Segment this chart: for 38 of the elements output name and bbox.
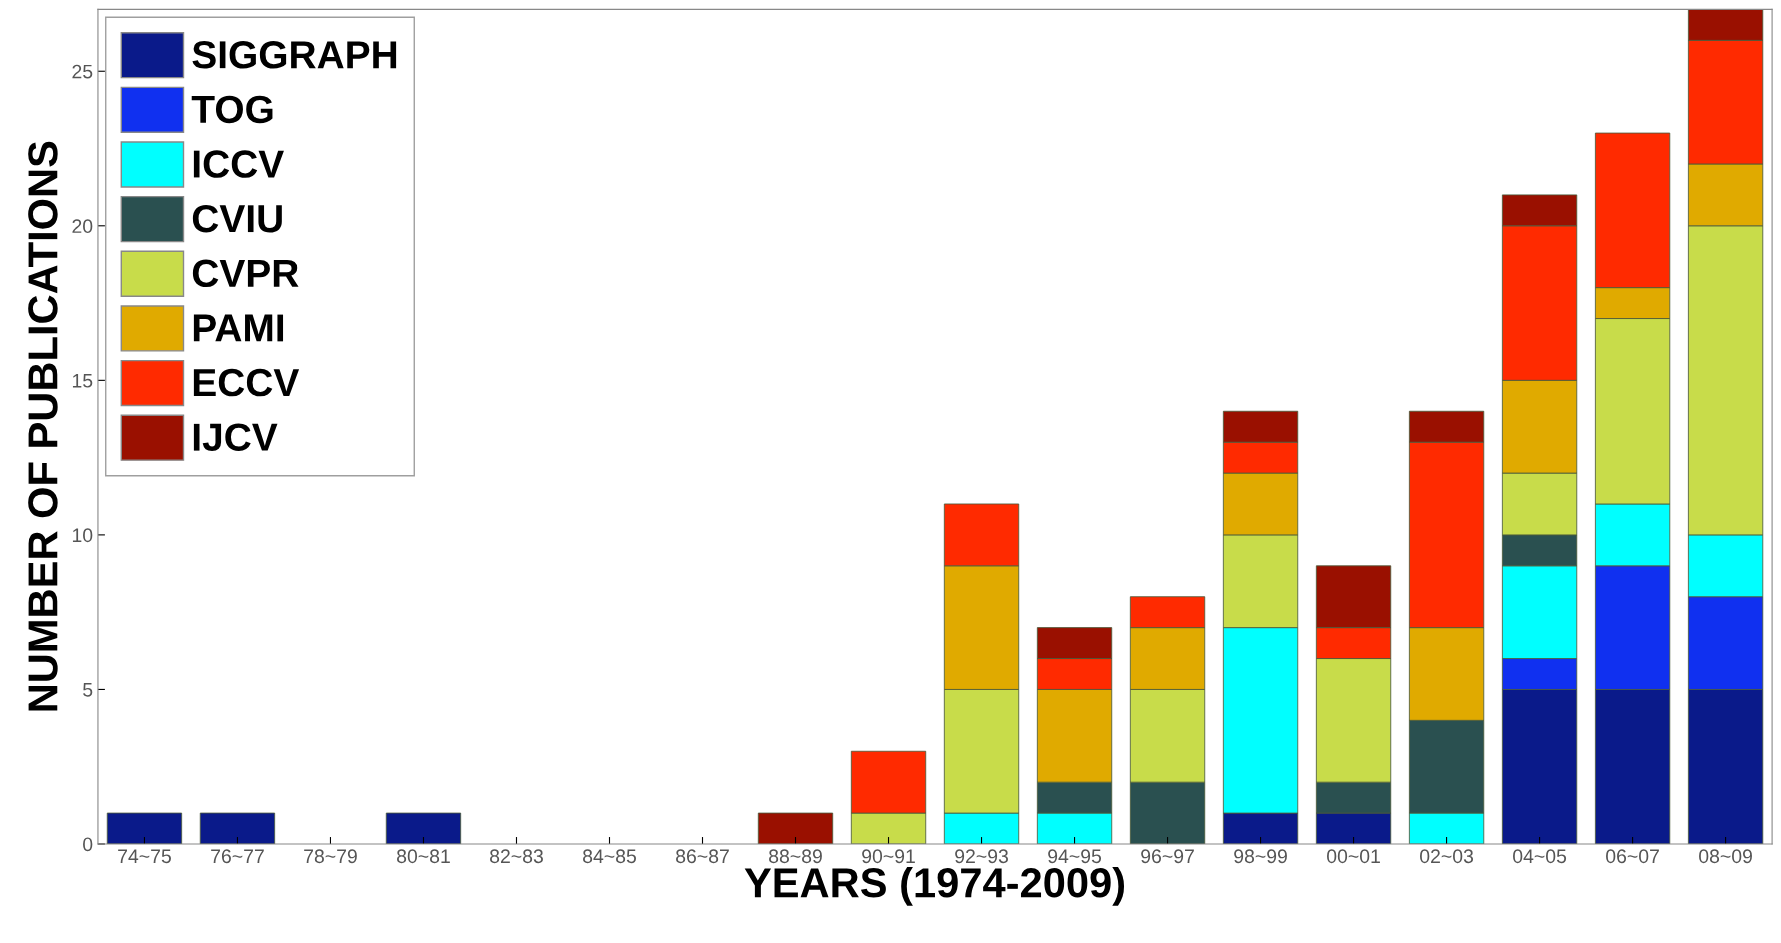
x-tick-label: 06~07	[1606, 849, 1659, 864]
bar	[385, 812, 462, 844]
bar	[106, 812, 183, 844]
x-tick-label: 94~95	[1048, 849, 1102, 864]
y-tick-label: 5	[83, 683, 93, 697]
x-tick-label: 90~91	[862, 849, 915, 864]
x-tick-label: 78~79	[304, 849, 357, 864]
x-tick-label: 80~81	[397, 849, 450, 864]
x-tick-label: 76~77	[211, 849, 264, 864]
bar	[757, 812, 834, 844]
x-tick-label: 92~93	[955, 849, 1008, 864]
y-tick-label: 10	[72, 528, 93, 543]
y-axis-title: NUMBER OF PUBLICATIONS	[28, 141, 58, 711]
y-tick-label: 15	[72, 374, 93, 388]
x-tick-label: 82~83	[490, 849, 543, 864]
legend-label: PAMI	[193, 314, 284, 342]
x-tick-label: 86~87	[676, 849, 729, 864]
x-tick-label: 08~09	[1699, 849, 1752, 864]
x-tick-label: 88~89	[769, 849, 822, 864]
x-tick-label: 74~75	[118, 849, 171, 864]
legend-label: CVPR	[192, 259, 299, 288]
legend-label: IJCV	[193, 423, 278, 452]
legend-label: ICCV	[193, 150, 284, 178]
y-tick-label: 25	[72, 64, 93, 79]
x-tick-label: 00~01	[1327, 849, 1380, 864]
legend-label: ECCV	[193, 368, 300, 397]
legend-label: SIGGRAPH	[192, 41, 397, 69]
x-axis-title: YEARS (1974-2009)	[744, 866, 1125, 906]
x-tick-label: 02~03	[1420, 849, 1474, 864]
x-tick-label: 84~85	[583, 849, 636, 864]
y-tick-label: 20	[72, 219, 93, 234]
x-tick-label: 04~05	[1513, 849, 1567, 864]
x-tick-label: 98~99	[1234, 849, 1287, 864]
x-tick-label: 96~97	[1141, 849, 1194, 864]
legend-label: TOG	[191, 95, 273, 124]
y-tick-label: 0	[83, 837, 93, 852]
bar	[199, 812, 276, 844]
legend-label: CVIU	[192, 204, 282, 233]
